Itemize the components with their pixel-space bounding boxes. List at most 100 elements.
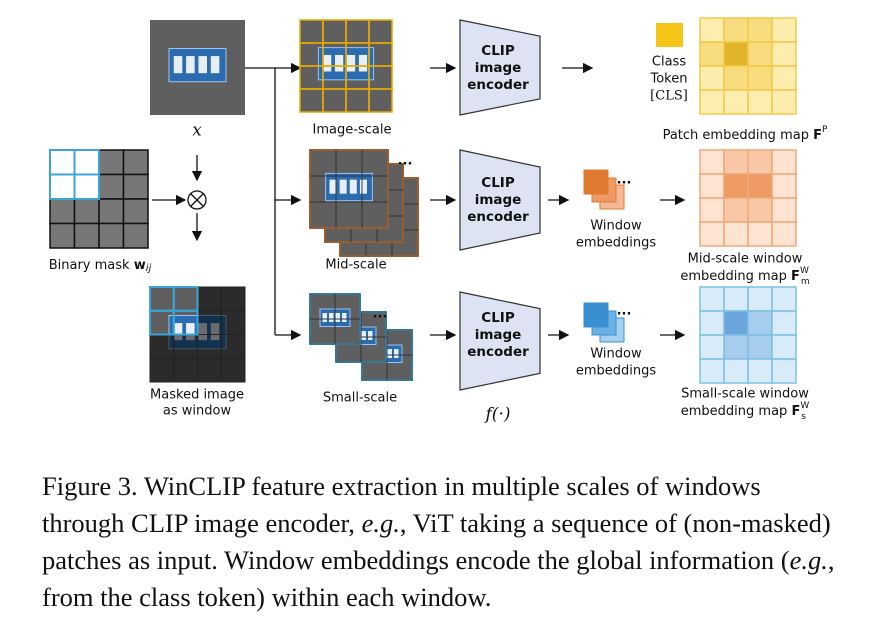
grid-cell <box>747 41 773 67</box>
masked-line: Masked image <box>150 388 244 403</box>
grid-cell <box>771 149 797 175</box>
grid-cell <box>220 357 246 383</box>
grid-cell <box>73 149 100 176</box>
ellipsis: ... <box>617 304 632 319</box>
encoder-line: encoder <box>467 209 529 225</box>
mid-map-line: embedding map FW m <box>680 266 809 287</box>
mid-map-symbol: F <box>791 269 800 284</box>
grid-cell <box>747 358 773 384</box>
grid-cell <box>122 198 149 225</box>
encoder-line: encoder <box>467 344 529 360</box>
chip <box>349 179 357 194</box>
small-map-line: Small-scale window <box>681 387 809 402</box>
ellipsis: ... <box>373 307 388 322</box>
grid-cell <box>122 222 149 249</box>
chip <box>387 349 392 358</box>
grid-cell <box>49 149 76 176</box>
encoder <box>459 291 541 391</box>
chip <box>346 54 356 72</box>
grid-cell <box>747 197 773 223</box>
encoder-labels: CLIPimageencoderCLIPimageencoderCLIPimag… <box>467 43 529 360</box>
grid-cell <box>747 17 773 43</box>
caption-text: , from the class token) within each wind… <box>42 545 835 612</box>
grid-cell <box>699 197 725 223</box>
chip <box>210 56 220 74</box>
grid-cell <box>699 334 725 360</box>
cls-line: Class <box>652 55 686 70</box>
grid-cell <box>699 89 725 115</box>
grid-cell <box>723 358 749 384</box>
mask-symbol: w <box>134 258 146 273</box>
encoder <box>459 19 541 116</box>
caption-text: Figure 3. WinCLIP feature extraction in … <box>42 471 761 538</box>
grid-cell <box>747 310 773 336</box>
encoder <box>459 149 541 251</box>
chip <box>322 313 327 322</box>
grid-cell <box>98 198 125 225</box>
masked-line: as window <box>163 404 232 419</box>
window-embedding <box>583 302 609 328</box>
grid-cell <box>699 221 725 247</box>
grid-cell <box>747 173 773 199</box>
patch-map-sup: P <box>822 125 828 135</box>
chip <box>173 323 183 341</box>
mid-map-sub: m <box>801 277 810 287</box>
window-emb-line: embeddings <box>576 364 657 379</box>
grid-cell <box>699 17 725 43</box>
window-embedding <box>583 169 609 195</box>
window-emb-line: Window <box>590 219 642 234</box>
grid-cell <box>723 286 749 312</box>
grid-cell <box>723 334 749 360</box>
encoder-line: image <box>475 327 522 343</box>
grid-cell <box>98 173 125 200</box>
cls-line: Token <box>650 72 688 87</box>
grid-cell <box>360 336 387 363</box>
grid-cell <box>49 198 76 225</box>
caption-italic: e.g. <box>361 508 400 538</box>
grid-cell <box>49 173 76 200</box>
mid-map-line: Mid-scale window <box>688 252 803 267</box>
grid-cell <box>771 310 797 336</box>
grid-cell <box>73 198 100 225</box>
chip <box>335 313 340 322</box>
patch-map-text: Patch embedding map <box>663 128 809 143</box>
scale-label: Image-scale <box>313 123 392 138</box>
grid-cell <box>368 88 393 113</box>
grid-cell <box>771 221 797 247</box>
grid-cell <box>771 286 797 312</box>
mask-sub: ij <box>146 263 152 274</box>
chip <box>323 54 332 72</box>
grid-cell <box>122 173 149 200</box>
grid-cell <box>723 89 749 115</box>
caption: Figure 3. WinCLIP feature extraction in … <box>42 468 842 616</box>
chip <box>186 323 195 341</box>
small-map-text: embedding map <box>681 404 788 419</box>
small-map-line: embedding map FW s <box>681 401 810 422</box>
grid-cell <box>771 89 797 115</box>
encoder-line: image <box>475 60 522 76</box>
grid-cell <box>723 149 749 175</box>
shapes <box>49 17 797 391</box>
grid-cell <box>723 197 749 223</box>
grid-cell <box>699 65 725 91</box>
grid-cell <box>723 65 749 91</box>
encoder-line: CLIP <box>481 310 515 326</box>
class-token <box>656 23 683 47</box>
grid-cell <box>747 286 773 312</box>
grid-cell <box>723 173 749 199</box>
ellipsis: ... <box>398 154 413 169</box>
patch-map-label: Patch embedding map FP <box>663 125 828 143</box>
small-map-sup: W <box>800 401 809 411</box>
chip <box>361 331 366 340</box>
grid-cell <box>771 197 797 223</box>
grid-cell <box>723 310 749 336</box>
grid-cell <box>771 41 797 67</box>
grid-cell <box>699 41 725 67</box>
grid-cell <box>699 286 725 312</box>
ellipsis: ... <box>617 173 632 188</box>
connector <box>190 193 204 207</box>
encoder-line: encoder <box>467 77 529 93</box>
window-emb-line: Window <box>590 347 642 362</box>
chip <box>339 179 347 194</box>
encoder-function: f(·) <box>484 405 511 425</box>
